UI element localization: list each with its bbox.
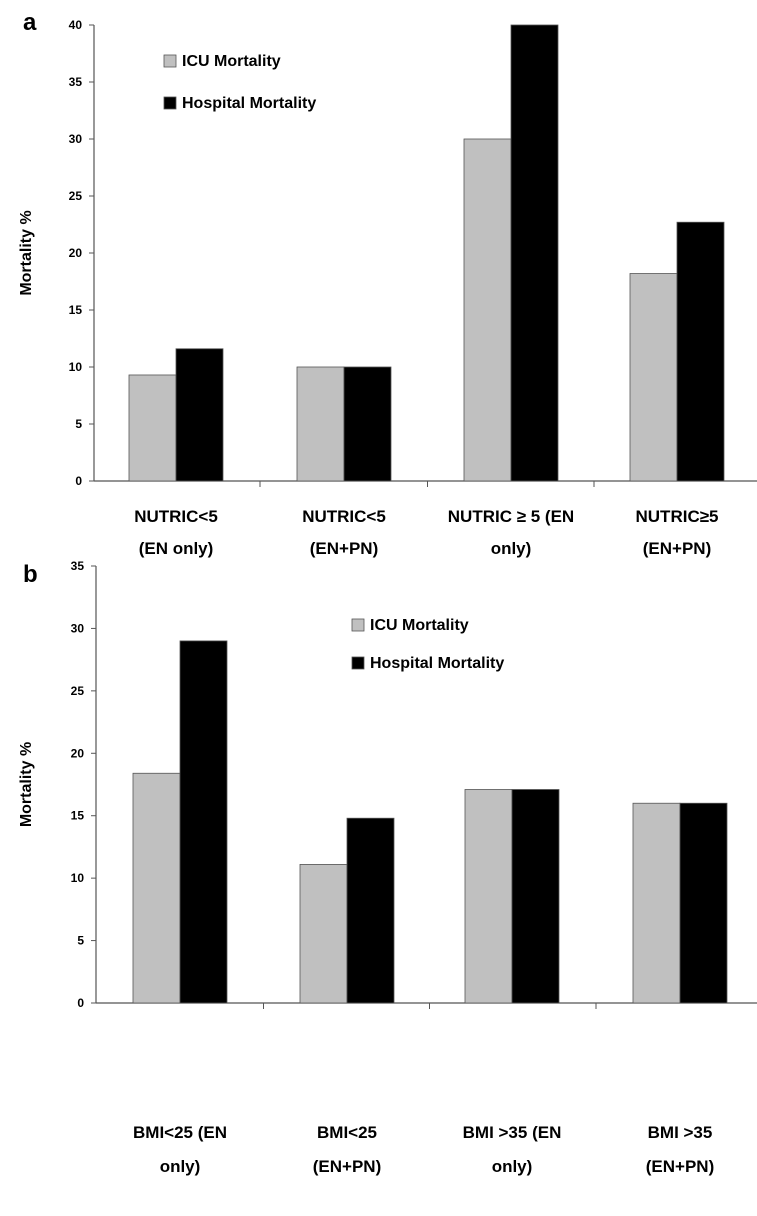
- bar-icu-1: [299, 864, 348, 1004]
- legend-swatch: [163, 54, 177, 68]
- legend: ICU Mortality Hospital Mortality: [351, 617, 504, 672]
- bar-hospital-3: [679, 802, 728, 1004]
- legend-label: Hospital Mortality: [182, 95, 316, 112]
- y-tick-label: 20: [71, 746, 85, 760]
- bar-icu-2: [464, 789, 513, 1004]
- bar-hospital-2: [510, 24, 559, 482]
- bar-icu-0: [132, 772, 181, 1004]
- category-label: only): [491, 539, 532, 558]
- category-label: NUTRIC<5: [302, 507, 386, 526]
- y-tick-label: 10: [69, 360, 83, 374]
- y-tick-label: 30: [71, 621, 85, 635]
- bar-icu-0: [128, 374, 177, 482]
- y-tick-label: 30: [69, 132, 83, 146]
- bar-hospital-1: [343, 366, 392, 482]
- category-label: NUTRIC≥5: [636, 507, 719, 526]
- y-tick-label: 35: [71, 559, 85, 573]
- category-label: BMI<25 (EN: [133, 1123, 227, 1142]
- category-label: (EN+PN): [643, 539, 711, 558]
- y-tick-label: 35: [69, 75, 83, 89]
- category-label: only): [492, 1157, 533, 1176]
- bar-hospital-0: [179, 640, 228, 1004]
- bar-hospital-0: [175, 348, 224, 482]
- category-label: (EN+PN): [313, 1157, 381, 1176]
- category-label: BMI >35 (EN: [463, 1123, 562, 1142]
- bar-icu-3: [632, 802, 681, 1004]
- legend-swatch: [351, 618, 365, 632]
- category-label: BMI >35: [648, 1123, 713, 1142]
- y-tick-label: 25: [69, 189, 83, 203]
- chart-panel-b: b Mortality % 0 5 10 15 20 25 30 35 BMI<25 (EN only…: [18, 559, 757, 1176]
- category-label: only): [160, 1157, 201, 1176]
- category-label: BMI<25: [317, 1123, 377, 1142]
- y-tick-label: 25: [71, 684, 85, 698]
- y-tick-label: 15: [71, 809, 85, 823]
- bar-hospital-2: [511, 789, 560, 1004]
- bar-icu-3: [629, 273, 678, 482]
- y-tick-label: 0: [77, 996, 84, 1010]
- legend: ICU Mortality Hospital Mortality: [163, 53, 316, 112]
- category-label: (EN+PN): [310, 539, 378, 558]
- legend-label: ICU Mortality: [182, 53, 281, 70]
- y-tick-label: 10: [71, 871, 85, 885]
- bar-icu-2: [463, 138, 512, 482]
- category-label: (EN+PN): [646, 1157, 714, 1176]
- panel-label: a: [23, 9, 37, 36]
- y-tick-label: 5: [77, 934, 84, 948]
- bar-hospital-1: [346, 817, 395, 1004]
- y-tick-label: 5: [75, 417, 82, 431]
- legend-label: Hospital Mortality: [370, 655, 504, 672]
- y-tick-label: 40: [69, 18, 83, 32]
- category-label: (EN only): [139, 539, 214, 558]
- y-axis-label: Mortality %: [18, 742, 35, 827]
- panel-label: b: [23, 561, 38, 588]
- bar-icu-1: [296, 366, 345, 482]
- bar-hospital-3: [676, 221, 725, 482]
- y-tick-label: 20: [69, 246, 83, 260]
- y-axis-label: Mortality %: [18, 210, 35, 295]
- y-tick-label: 15: [69, 303, 83, 317]
- y-tick-label: 0: [75, 474, 82, 488]
- legend-swatch: [163, 96, 177, 110]
- legend-label: ICU Mortality: [370, 617, 469, 634]
- chart-panel-a: a Mortality % 0 5 10 15 20 25 30 35 40 NUTRIC<5 (EN …: [18, 9, 757, 558]
- category-label: NUTRIC<5: [134, 507, 218, 526]
- category-label: NUTRIC ≥ 5 (EN: [448, 507, 574, 526]
- legend-swatch: [351, 656, 365, 670]
